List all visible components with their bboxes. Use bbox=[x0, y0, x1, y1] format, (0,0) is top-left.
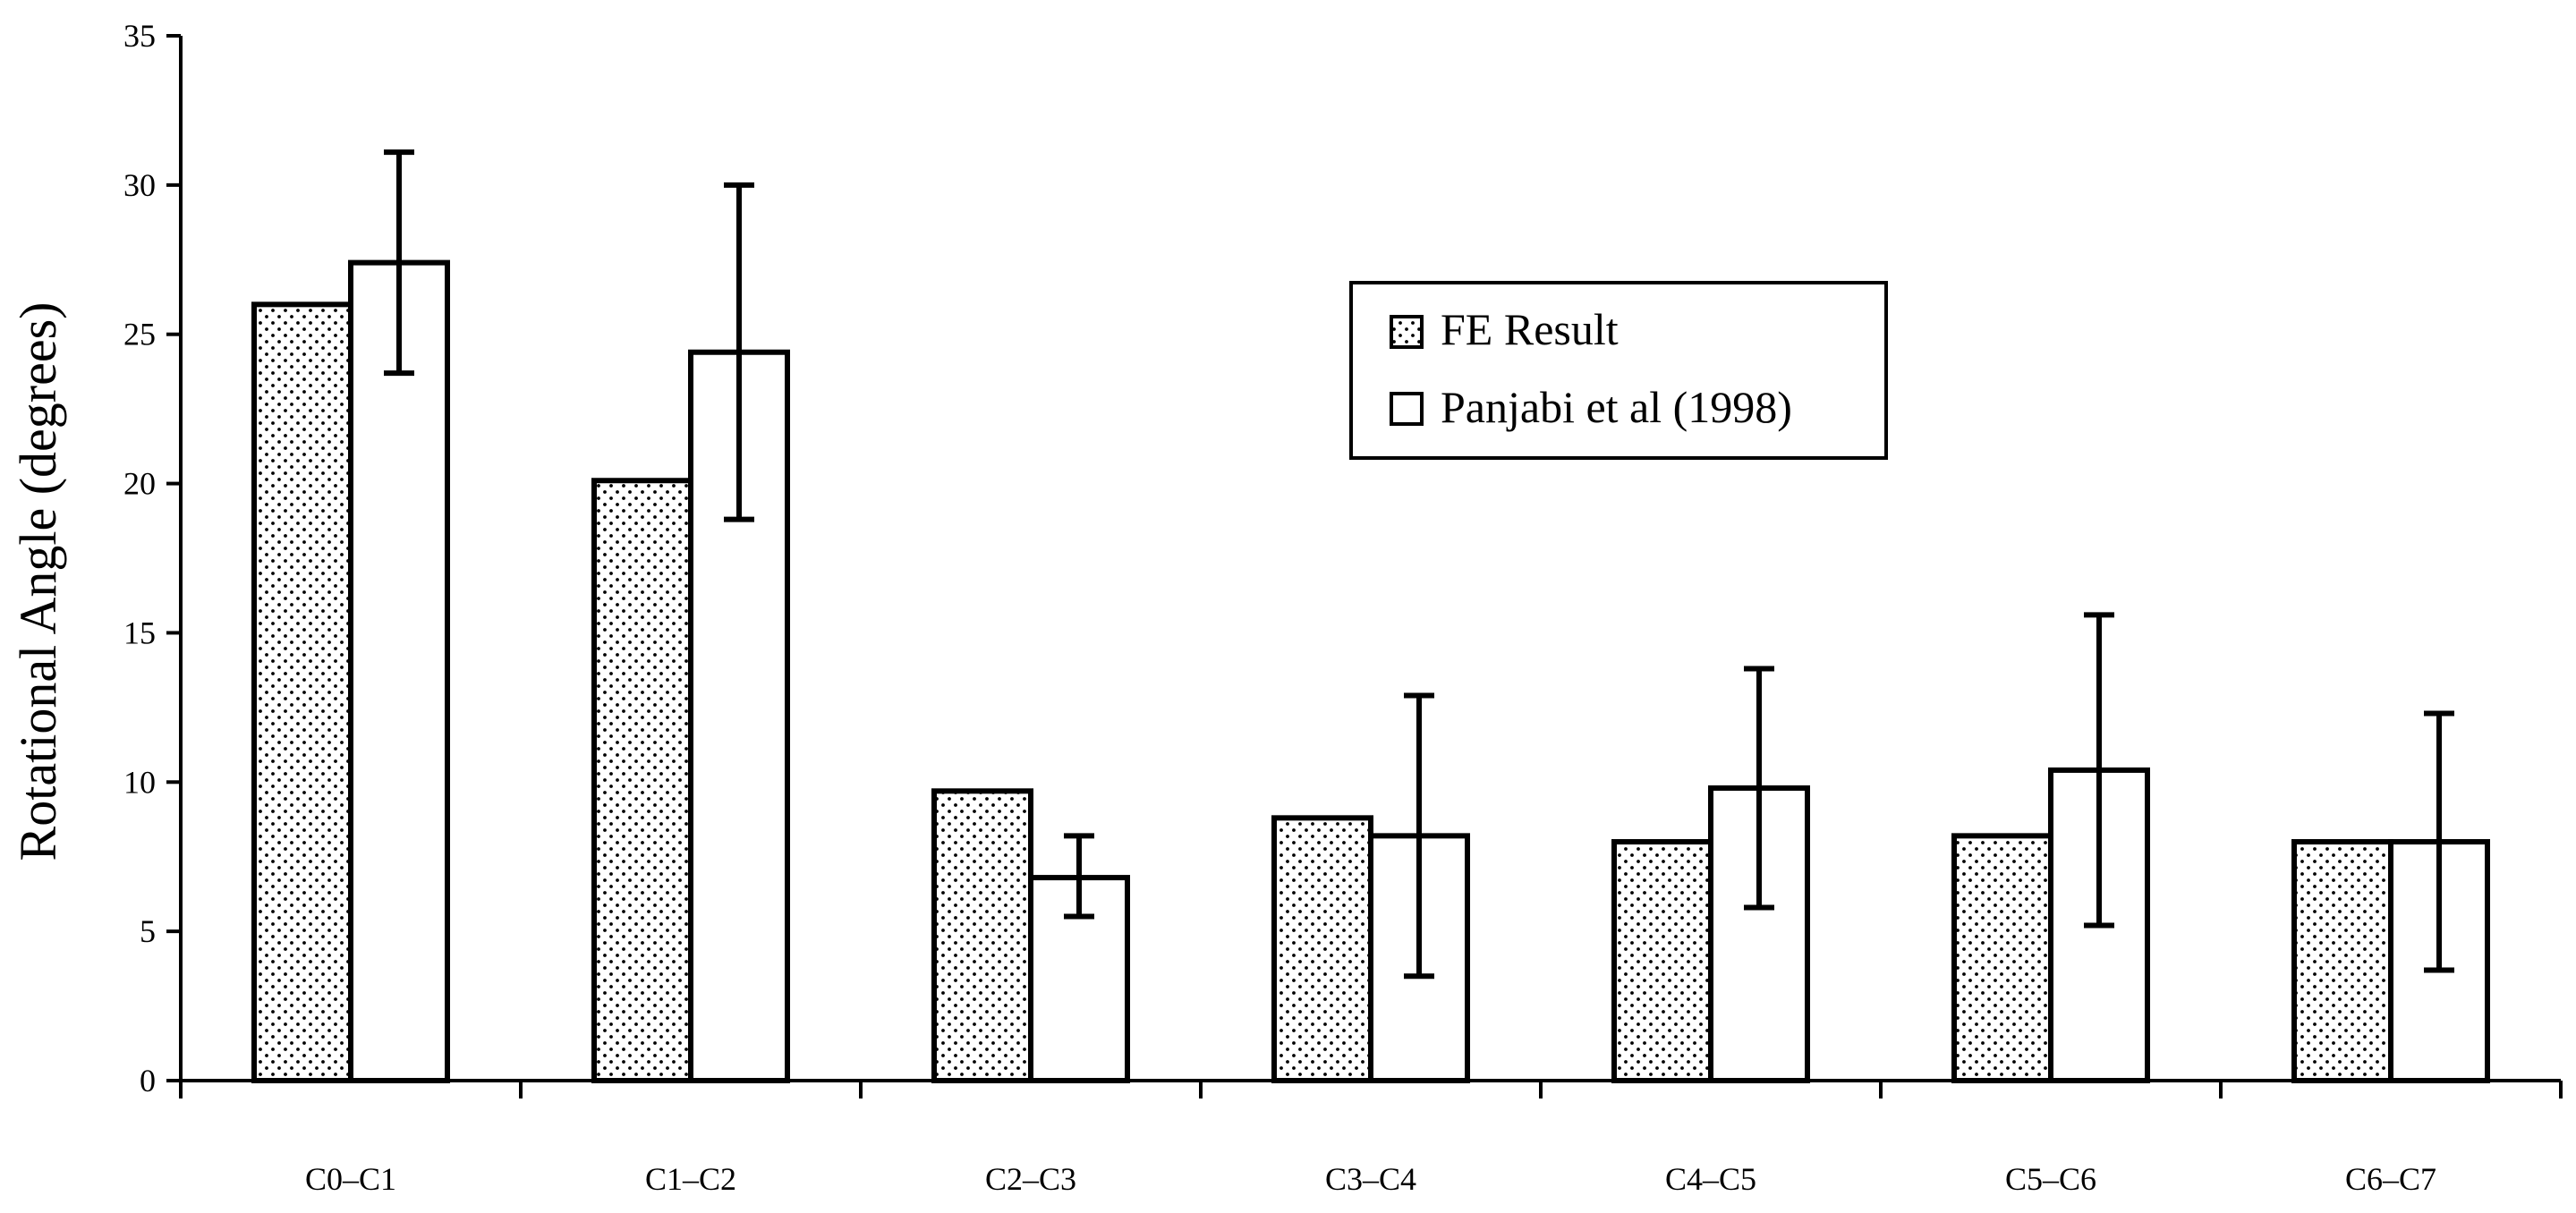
y-tick-label: 5 bbox=[140, 913, 156, 949]
legend-label-panjabi: Panjabi et al (1998) bbox=[1441, 382, 1792, 432]
x-tick-label: C6–C7 bbox=[2345, 1161, 2436, 1197]
legend-swatch-panjabi bbox=[1390, 392, 1424, 426]
legend-box bbox=[1349, 281, 1888, 460]
legend-label-fe-result: FE Result bbox=[1441, 304, 1619, 354]
y-tick-label: 15 bbox=[123, 615, 156, 650]
x-tick-label: C1–C2 bbox=[645, 1161, 736, 1197]
bar-fe-result bbox=[2291, 839, 2393, 1083]
x-tick-label: C4–C5 bbox=[1665, 1161, 1756, 1197]
y-tick-label: 0 bbox=[140, 1063, 156, 1098]
bar-fe-result bbox=[1271, 815, 1373, 1083]
bars bbox=[251, 259, 2490, 1084]
x-tick-label: C3–C4 bbox=[1325, 1161, 1416, 1197]
x-tick-label: C5–C6 bbox=[2005, 1161, 2096, 1197]
bar-panjabi bbox=[348, 259, 450, 1083]
bar-fe-result bbox=[931, 788, 1033, 1083]
y-tick-label: 25 bbox=[123, 317, 156, 352]
bar-fe-result bbox=[591, 478, 693, 1083]
error-bars bbox=[384, 149, 2454, 980]
x-tick-label: C0–C1 bbox=[305, 1161, 396, 1197]
y-tick-label: 35 bbox=[123, 18, 156, 54]
x-tick-label: C2–C3 bbox=[985, 1161, 1076, 1197]
bar-fe-result bbox=[1611, 839, 1713, 1083]
bar-fe-result bbox=[251, 301, 353, 1084]
y-tick-label: 20 bbox=[123, 466, 156, 502]
y-axis-title: Rotational Angle (degrees) bbox=[9, 302, 67, 861]
bar-fe-result bbox=[1951, 833, 2053, 1084]
y-axis: 0 5 10 15 20 25 30 35 bbox=[123, 18, 183, 1098]
y-tick-label: 10 bbox=[123, 764, 156, 800]
y-tick-label: 30 bbox=[123, 167, 156, 203]
x-axis: C0–C1 C1–C2 C2–C3 C3–C4 C4–C5 C5–C6 C6–C7 bbox=[179, 1079, 2563, 1197]
legend-swatch-fe-result bbox=[1390, 315, 1424, 349]
legend: FE Result Panjabi et al (1998) bbox=[1349, 281, 1888, 460]
